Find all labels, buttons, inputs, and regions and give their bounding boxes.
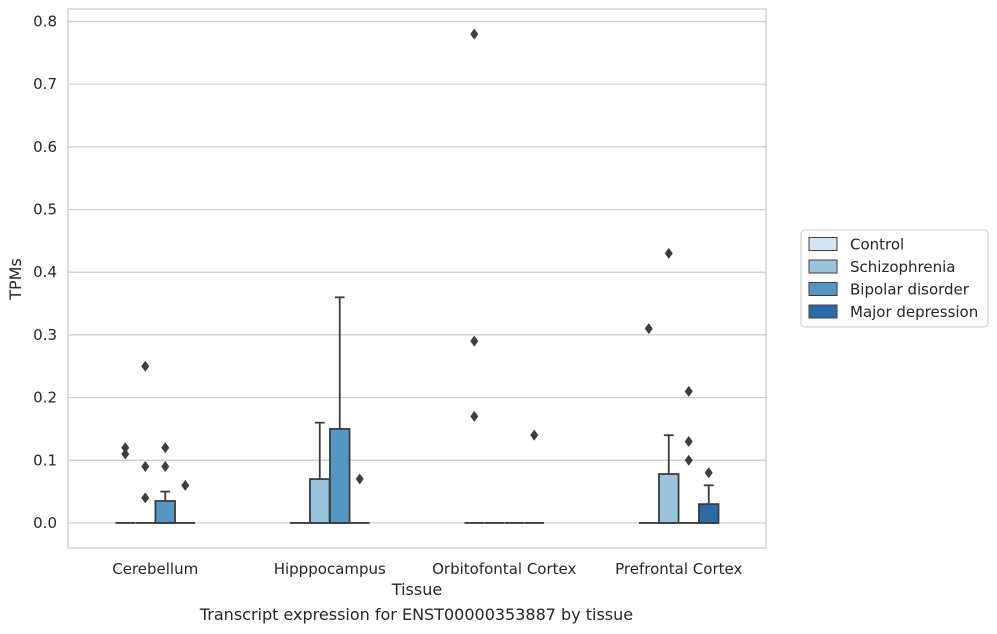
outlier-point — [470, 28, 479, 40]
outlier-point — [121, 442, 130, 454]
box-3-0 — [175, 479, 196, 524]
chart-caption: Transcript expression for ENST0000035388… — [199, 605, 634, 624]
legend-entry: Control — [850, 236, 904, 254]
box-2-3 — [678, 385, 699, 524]
outlier-point — [141, 461, 150, 473]
x-tick-label: Orbitofontal Cortex — [432, 560, 576, 578]
x-tick-label: Hipppocampus — [274, 560, 386, 578]
outlier-point — [684, 454, 693, 466]
legend-entry: Major depression — [850, 303, 978, 321]
outlier-point — [161, 461, 170, 473]
box-3-3 — [698, 467, 720, 524]
outlier-point — [470, 410, 479, 422]
box-1-1 — [309, 421, 331, 524]
box-iqr — [309, 478, 331, 524]
box-iqr — [698, 503, 720, 524]
grid-lines — [68, 20, 766, 524]
outlier-point — [704, 467, 713, 479]
outlier-point — [141, 492, 150, 504]
outlier-point — [141, 360, 150, 372]
box-0-2 — [464, 28, 485, 524]
y-tick-label: 0.6 — [33, 138, 57, 156]
legend-swatch — [808, 259, 838, 274]
outlier-point — [664, 247, 673, 259]
legend-swatch — [808, 282, 838, 296]
box-iqr — [329, 428, 351, 524]
box-2-1 — [329, 296, 351, 524]
outlier-point — [684, 385, 693, 397]
y-tick-label: 0.1 — [33, 451, 57, 469]
x-tick-label: Cerebellum — [112, 560, 198, 578]
box-1-0 — [135, 360, 156, 524]
plot-area — [115, 28, 720, 524]
y-axis-ticks: 0.0 0.1 0.2 0.3 0.4 0.5 0.6 0.7 0.8 — [33, 13, 57, 532]
legend-swatch — [808, 237, 838, 251]
box-0-0 — [115, 442, 136, 524]
outlier-point — [181, 479, 190, 491]
box-iqr — [154, 500, 176, 524]
box-iqr — [658, 473, 680, 524]
y-axis-label: TPMs — [6, 258, 25, 301]
box-3-2 — [524, 429, 545, 524]
y-tick-label: 0.0 — [33, 514, 57, 532]
x-axis-ticks: Cerebellum Hipppocampus Orbitofontal Corte… — [112, 560, 742, 578]
y-tick-label: 0.8 — [33, 13, 57, 31]
x-axis-label: Tissue — [391, 580, 442, 599]
box-2-0 — [154, 442, 176, 524]
legend-entry: Bipolar disorder — [850, 281, 970, 299]
box-1-3 — [658, 247, 680, 524]
box-3-1 — [349, 473, 370, 524]
legend-frame — [800, 229, 989, 328]
y-tick-label: 0.4 — [33, 263, 57, 281]
y-tick-label: 0.7 — [33, 75, 57, 93]
legend: Control Schizophrenia Bipolar disorder Majo… — [800, 229, 989, 328]
outlier-point — [121, 448, 130, 460]
outlier-point — [684, 435, 693, 447]
outlier-point — [530, 429, 539, 441]
outlier-point — [644, 323, 653, 335]
outlier-point — [355, 473, 364, 485]
legend-swatch — [808, 304, 838, 319]
legend-entry: Schizophrenia — [850, 258, 955, 276]
outlier-point — [470, 335, 479, 347]
x-tick-label: Prefrontal Cortex — [615, 560, 742, 578]
outlier-point — [161, 442, 170, 454]
y-tick-label: 0.2 — [33, 389, 57, 407]
y-tick-label: 0.3 — [33, 326, 57, 344]
box-0-3 — [638, 323, 659, 524]
y-tick-label: 0.5 — [33, 201, 57, 219]
plot-frame — [67, 8, 767, 549]
